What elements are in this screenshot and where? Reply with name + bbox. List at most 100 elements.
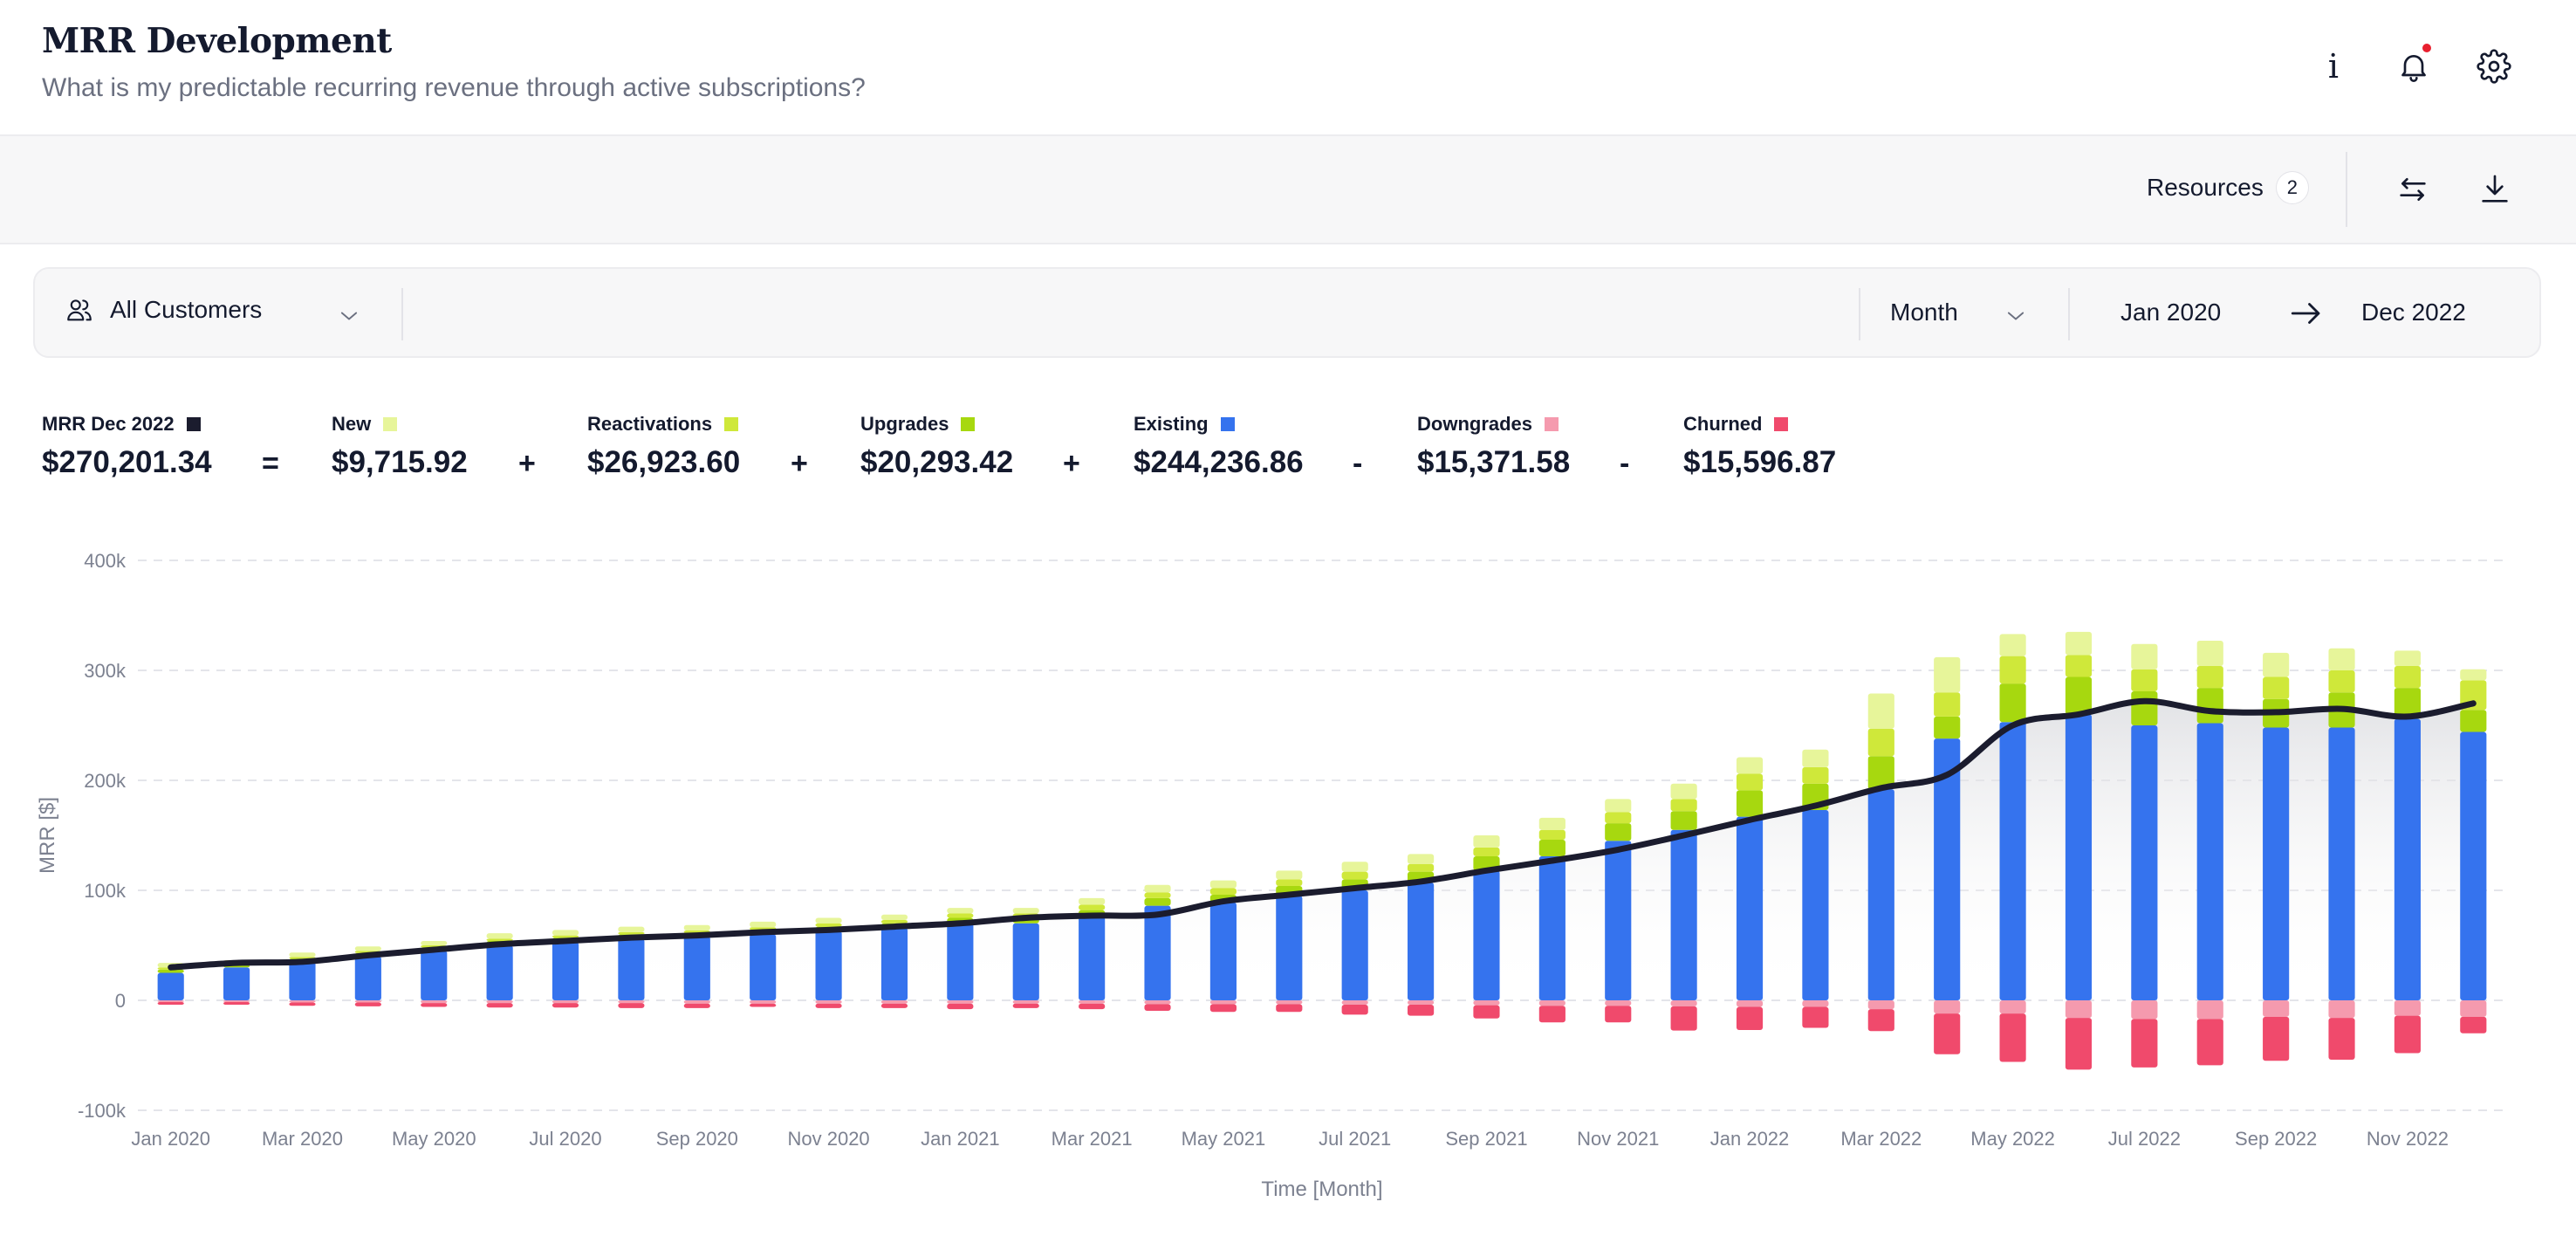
operator: + bbox=[518, 447, 536, 480]
bar-reactivations bbox=[2328, 670, 2355, 693]
mrr-line bbox=[168, 697, 2477, 971]
bar-downgrades bbox=[880, 1000, 908, 1004]
bar-reactivations bbox=[880, 920, 908, 924]
info-icon[interactable]: i bbox=[2327, 47, 2340, 86]
bar-upgrades bbox=[1605, 823, 1632, 841]
bar-downgrades bbox=[157, 1000, 184, 1002]
bar-existing bbox=[1999, 722, 2026, 1000]
resources-button[interactable]: Resources 2 bbox=[2147, 171, 2309, 204]
bar-reactivations bbox=[1538, 829, 1565, 841]
bar-upgrades bbox=[1736, 790, 1764, 817]
bar-reactivations bbox=[618, 931, 645, 935]
x-tick-label: Sep 2022 bbox=[2235, 1128, 2317, 1150]
bar-upgrades bbox=[2460, 710, 2487, 732]
bar-upgrades bbox=[2196, 688, 2223, 724]
bar-upgrades bbox=[1144, 897, 1171, 906]
bell-icon[interactable] bbox=[2393, 44, 2435, 87]
bar-new bbox=[289, 952, 316, 958]
bar-downgrades bbox=[1341, 1000, 1368, 1006]
x-tick-label: Jul 2020 bbox=[529, 1128, 601, 1150]
bar-churned bbox=[1802, 1006, 1829, 1028]
bar-reactivations bbox=[1341, 871, 1368, 880]
bar-existing bbox=[421, 951, 448, 1000]
bar-existing bbox=[1605, 841, 1632, 1000]
gear-icon[interactable] bbox=[2473, 45, 2515, 87]
bar-downgrades bbox=[354, 1000, 381, 1003]
customer-segment-select[interactable]: All Customers bbox=[65, 295, 262, 325]
legend-swatch bbox=[383, 417, 398, 431]
legend-swatch bbox=[186, 417, 201, 431]
x-tick-label: Mar 2022 bbox=[1840, 1128, 1922, 1150]
kpi-upgrades: Upgrades $20,293.42 bbox=[860, 410, 1013, 480]
bar-churned bbox=[1144, 1004, 1171, 1011]
bar-upgrades bbox=[1867, 756, 1894, 790]
kpi-value: $244,236.86 bbox=[1134, 445, 1304, 479]
x-tick-label: Mar 2021 bbox=[1052, 1128, 1133, 1150]
x-tick-label: Jan 2020 bbox=[131, 1128, 210, 1150]
filter-bar: All Customers Month Jan 2020 Dec 2022 bbox=[33, 267, 2541, 358]
granularity-select[interactable]: Month bbox=[1890, 299, 1958, 326]
bar-new bbox=[552, 930, 579, 936]
x-tick-label: Jan 2021 bbox=[921, 1128, 1000, 1150]
bar-downgrades bbox=[1473, 1000, 1500, 1006]
bar-existing bbox=[2328, 727, 2355, 1000]
bar-reactivations bbox=[2394, 665, 2421, 689]
kpi-value: $15,371.58 bbox=[1417, 445, 1571, 479]
y-tick-label: 100k bbox=[84, 880, 127, 902]
mrr-area bbox=[170, 701, 2474, 1000]
y-tick-label: 300k bbox=[84, 660, 127, 682]
chevron-down-icon[interactable] bbox=[337, 304, 361, 328]
operator: = bbox=[262, 447, 279, 480]
bar-downgrades bbox=[1079, 1000, 1106, 1004]
page-subtitle: What is my predictable recurring revenue… bbox=[42, 73, 866, 102]
bar-reactivations bbox=[1276, 879, 1303, 886]
bar-existing bbox=[1538, 855, 1565, 1000]
filter-divider bbox=[401, 288, 403, 340]
bar-reactivations bbox=[1736, 773, 1764, 791]
legend-swatch bbox=[1774, 417, 1789, 431]
kpi-label: Downgrades bbox=[1417, 413, 1533, 435]
bar-new bbox=[1999, 634, 2026, 656]
bar-churned bbox=[1408, 1005, 1435, 1016]
bar-churned bbox=[1209, 1004, 1237, 1013]
x-tick-label: May 2022 bbox=[1970, 1128, 2055, 1150]
operator: + bbox=[791, 447, 808, 480]
x-tick-label: Nov 2021 bbox=[1577, 1128, 1659, 1150]
date-to[interactable]: Dec 2022 bbox=[2361, 299, 2466, 326]
bar-existing bbox=[1736, 816, 1764, 1000]
bar-existing bbox=[750, 934, 777, 1000]
y-tick-label: -100k bbox=[78, 1100, 127, 1122]
x-tick-label: Nov 2022 bbox=[2367, 1128, 2449, 1150]
bar-reactivations bbox=[486, 938, 513, 941]
bar-new bbox=[1276, 870, 1303, 880]
download-icon[interactable] bbox=[2475, 169, 2515, 209]
bar-reactivations bbox=[1473, 847, 1500, 856]
bar-new bbox=[815, 917, 842, 924]
bar-reactivations bbox=[1999, 656, 2026, 684]
bar-existing bbox=[1934, 738, 1961, 1000]
bar-upgrades bbox=[1670, 811, 1697, 830]
bar-churned bbox=[2196, 1019, 2223, 1066]
bar-new bbox=[1934, 656, 1961, 693]
bar-new bbox=[1209, 880, 1237, 889]
resources-count-badge: 2 bbox=[2275, 171, 2309, 204]
bar-existing bbox=[1867, 789, 1894, 1000]
bar-reactivations bbox=[289, 957, 316, 959]
bar-downgrades bbox=[1276, 1000, 1303, 1005]
bar-churned bbox=[1736, 1006, 1764, 1031]
bar-downgrades bbox=[223, 1000, 250, 1002]
bar-existing bbox=[223, 967, 250, 1000]
bar-reactivations bbox=[1605, 812, 1632, 824]
bar-reactivations bbox=[1867, 728, 1894, 757]
mrr-chart: -100k 0 100k 200k 300k 400k MRR [$] Jan 2020 Mar… bbox=[36, 550, 2506, 1201]
swap-arrows-icon[interactable] bbox=[2393, 169, 2433, 209]
y-axis-label: MRR [$] bbox=[36, 797, 59, 874]
bar-existing bbox=[1079, 917, 1106, 1000]
bar-churned bbox=[354, 1002, 381, 1006]
bar-downgrades bbox=[947, 1000, 974, 1004]
chevron-down-icon[interactable] bbox=[2004, 304, 2028, 328]
bar-new bbox=[1802, 749, 1829, 767]
bar-downgrades bbox=[2263, 1000, 2290, 1017]
date-from[interactable]: Jan 2020 bbox=[2120, 299, 2222, 326]
bar-new bbox=[618, 926, 645, 932]
